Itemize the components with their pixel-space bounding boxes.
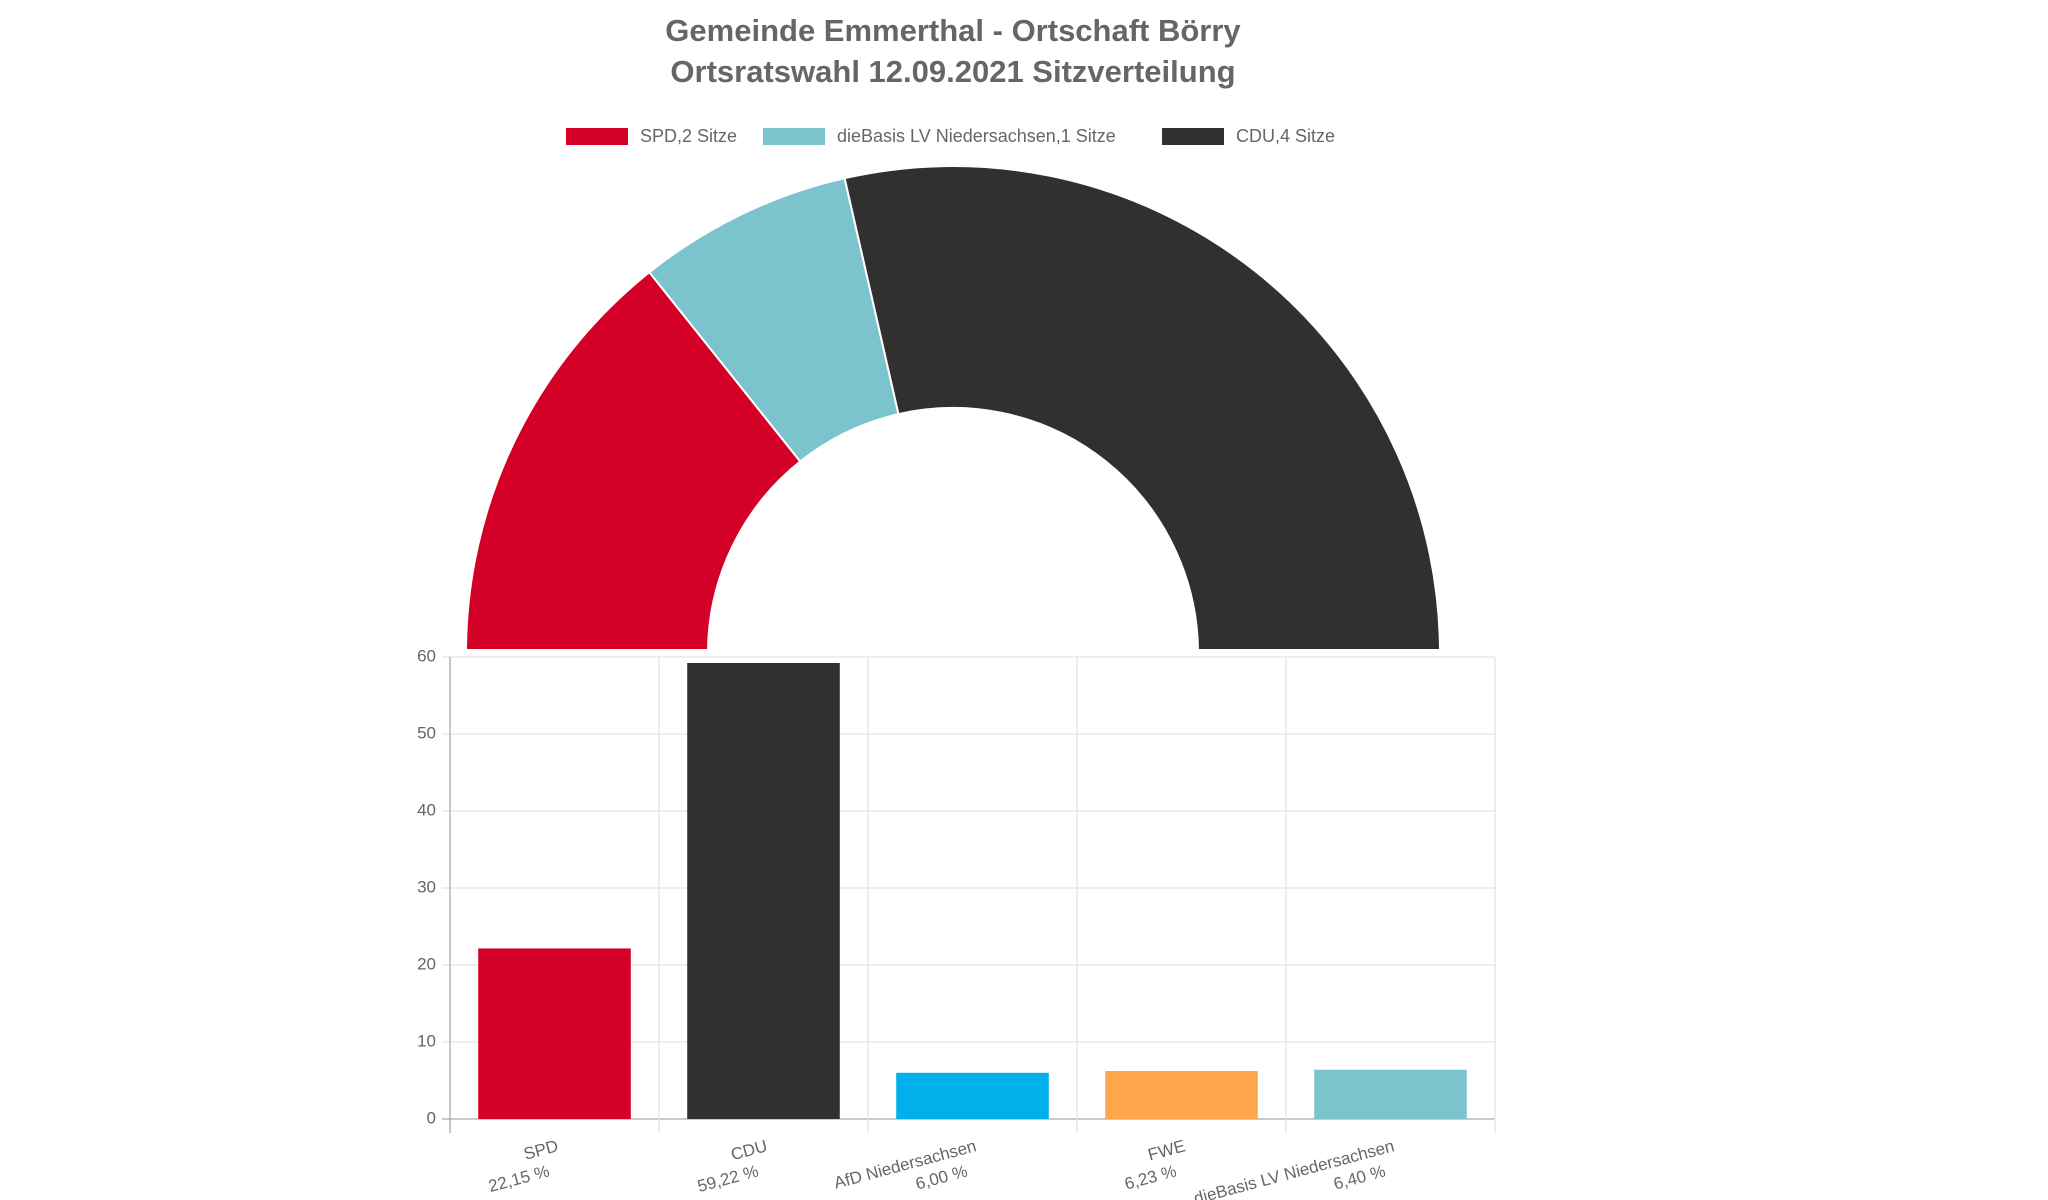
legend-swatch xyxy=(763,128,825,145)
legend-label: SPD,2 Sitze xyxy=(640,126,737,146)
doughnut-segment xyxy=(464,270,802,654)
bar xyxy=(1105,1071,1258,1119)
x-tick-label: CDU xyxy=(729,1136,770,1164)
legend-swatch xyxy=(566,128,628,145)
value-label: 22,15 % xyxy=(486,1161,551,1196)
bar xyxy=(687,663,840,1119)
legend-swatch xyxy=(1162,128,1224,145)
doughnut-segment xyxy=(843,164,1442,654)
y-tick-label: 0 xyxy=(427,1108,436,1127)
value-label: 6,23 % xyxy=(1122,1161,1178,1193)
y-tick-label: 30 xyxy=(417,877,436,896)
bar xyxy=(478,948,631,1119)
bar xyxy=(1314,1069,1467,1119)
x-tick-label: SPD xyxy=(522,1136,561,1163)
chart-title: Gemeinde Emmerthal - Ortschaft Börry xyxy=(665,13,1241,48)
y-tick-label: 60 xyxy=(417,646,436,665)
y-tick-label: 10 xyxy=(417,1031,436,1050)
y-tick-label: 40 xyxy=(417,800,436,819)
legend-label: dieBasis LV Niedersachsen,1 Sitze xyxy=(837,126,1116,146)
x-tick-label: FWE xyxy=(1146,1136,1187,1164)
value-label: 59,22 % xyxy=(695,1161,760,1196)
legend-label: CDU,4 Sitze xyxy=(1236,126,1335,146)
chart-title: Ortsratswahl 12.09.2021 Sitzverteilung xyxy=(670,54,1235,89)
y-tick-label: 50 xyxy=(417,723,436,742)
y-tick-label: 20 xyxy=(417,954,436,973)
bar xyxy=(896,1072,1049,1119)
